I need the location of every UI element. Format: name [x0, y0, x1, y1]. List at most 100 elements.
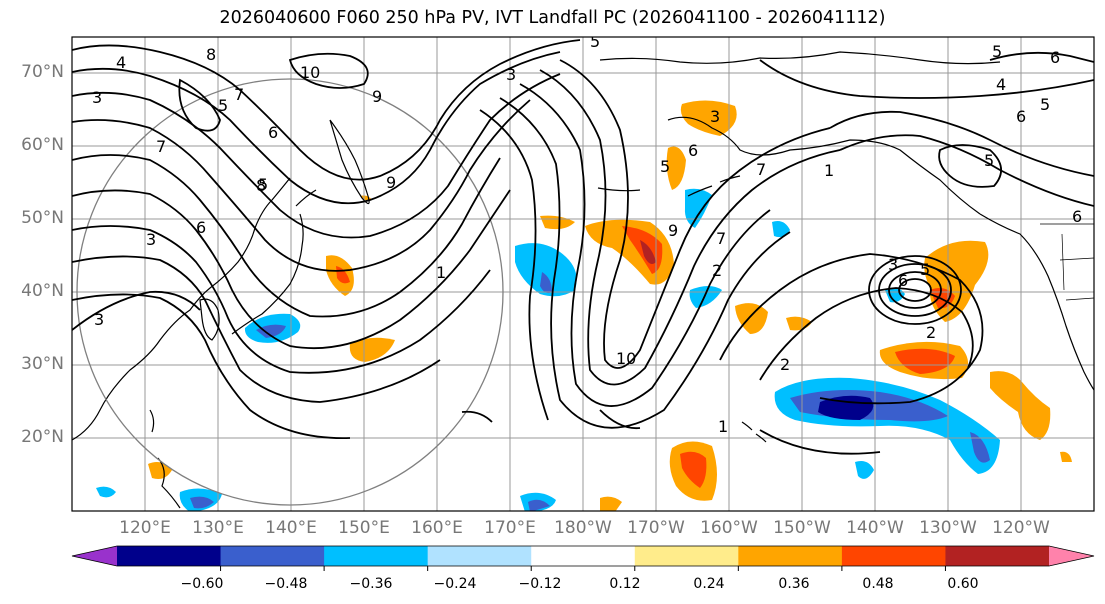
- colorbar-segments: [72, 546, 1094, 566]
- contour-label: 3: [710, 107, 720, 126]
- alaska-coast: [667, 116, 981, 215]
- contour-label: 6: [1072, 207, 1082, 226]
- contour-label-group: 5 6 5 4 3 8 7 5 10 9 6 7 9 8 6 3 1 3 10 …: [92, 32, 1082, 436]
- colorbar-tick-label: 0.24: [693, 576, 725, 592]
- contour-label: 8: [206, 45, 216, 64]
- contour-label: 1: [718, 417, 728, 436]
- lon-label-130w: 130°W: [919, 518, 977, 538]
- contour-label: 7: [716, 229, 726, 248]
- lon-label-150e: 150°E: [338, 518, 390, 538]
- contour-label: 6: [268, 123, 278, 142]
- colorbar-extension-low: [72, 546, 117, 566]
- contour-label: 5: [660, 157, 670, 176]
- taiwan-philippines: [149, 409, 181, 509]
- landfall-radius-circle: [76, 78, 504, 506]
- lat-label-50n: 50°N: [21, 208, 64, 228]
- contour-label: 6: [1016, 107, 1026, 126]
- colorbar-ticks: [220, 566, 946, 571]
- contour-label: 4: [116, 53, 126, 72]
- colorbar-extension-high: [1049, 546, 1094, 566]
- colorbar-tick-label: 0.12: [609, 576, 641, 592]
- contour-label: 6: [688, 141, 698, 160]
- asia-coast: [72, 177, 291, 441]
- colorbar-tick-label: −0.48: [264, 576, 308, 592]
- colorbar-segment: [945, 546, 1050, 566]
- colorbar-segment: [117, 546, 222, 566]
- contour-label: 5: [258, 175, 268, 194]
- colorbar-segment: [738, 546, 843, 566]
- colorbar-segment: [841, 546, 946, 566]
- contour-label: 5: [1040, 95, 1050, 114]
- hawaii: [741, 421, 767, 443]
- contour-label: 7: [756, 160, 766, 179]
- graticule: [72, 37, 1094, 511]
- contour-label: 7: [156, 137, 166, 156]
- contour-label: 3: [888, 255, 898, 274]
- contour-label: 2: [712, 261, 722, 280]
- lon-label-160w: 160°W: [700, 518, 758, 538]
- pv-contours: [72, 39, 1094, 455]
- colorbar-segment: [220, 546, 325, 566]
- lon-label-140e: 140°E: [265, 518, 317, 538]
- contour-label: 3: [92, 88, 102, 107]
- lat-label-40n: 40°N: [21, 281, 64, 301]
- colorbar-tick-label: −0.24: [433, 576, 477, 592]
- na-west-coast: [979, 213, 1094, 391]
- lon-label-140w: 140°W: [846, 518, 904, 538]
- contour-label: 2: [926, 323, 936, 342]
- arctic-coast: [599, 51, 1001, 65]
- contour-label: 8: [256, 176, 266, 195]
- contour-label: 10: [616, 349, 636, 368]
- japan: [231, 189, 317, 335]
- colorbar-segment: [531, 546, 636, 566]
- lon-label-130e: 130°E: [192, 518, 244, 538]
- contour-label: 6: [196, 218, 206, 237]
- colorbar-segment: [324, 546, 429, 566]
- contour-label: 9: [668, 221, 678, 240]
- lon-label-180w: 180°W: [554, 518, 612, 538]
- contour-label: 5: [984, 151, 994, 170]
- contour-label: 5: [590, 32, 600, 51]
- lon-label-120e: 120°E: [119, 518, 171, 538]
- contour-label: 3: [506, 65, 516, 84]
- colorbar-tick-label: −0.60: [180, 576, 224, 592]
- colorbar-segment: [427, 546, 532, 566]
- contour-label: 3: [146, 230, 156, 249]
- pos-anomaly-alaska: [680, 100, 737, 136]
- colorbar-tick-label: 0.36: [778, 576, 810, 592]
- contour-label: 2: [780, 355, 790, 374]
- lon-label-170w: 170°W: [627, 518, 685, 538]
- contour-label: 1: [824, 161, 834, 180]
- contour-label: 5: [992, 42, 1002, 61]
- map-frame: [71, 36, 1095, 512]
- contour-label: 10: [300, 63, 320, 82]
- lon-label-170e: 170°E: [484, 518, 536, 538]
- contour-label: 4: [996, 75, 1006, 94]
- lat-label-70n: 70°N: [21, 62, 64, 82]
- colorbar-tick-label: 0.48: [862, 576, 894, 592]
- lon-label-160e: 160°E: [411, 518, 463, 538]
- coastlines: [72, 51, 1094, 509]
- neg-anomaly-central: [515, 243, 577, 297]
- na-borders: [1040, 223, 1094, 301]
- lat-label-30n: 30°N: [21, 354, 64, 374]
- contour-label: 9: [372, 87, 382, 106]
- contour-label: 7: [234, 85, 244, 104]
- contour-label: 6: [1050, 48, 1060, 67]
- contour-label: 5: [920, 260, 930, 279]
- colorbar-segment: [634, 546, 739, 566]
- contour-label: 6: [898, 271, 908, 290]
- lon-label-150w: 150°W: [773, 518, 831, 538]
- lon-label-120w: 120°W: [992, 518, 1050, 538]
- colorbar-outline: [71, 545, 1095, 567]
- contour-label: 9: [386, 173, 396, 192]
- lat-label-20n: 20°N: [21, 427, 64, 447]
- colorbar: [71, 545, 1095, 571]
- lat-label-60n: 60°N: [21, 135, 64, 155]
- figure-title: 2026040600 F060 250 hPa PV, IVT Landfall…: [219, 8, 886, 28]
- kamchatka: [329, 119, 370, 205]
- contour-label: 3: [94, 310, 104, 329]
- colorbar-tick-label: −0.12: [518, 576, 562, 592]
- contour-label: 1: [436, 263, 446, 282]
- colorbar-tick-label: −0.36: [349, 576, 393, 592]
